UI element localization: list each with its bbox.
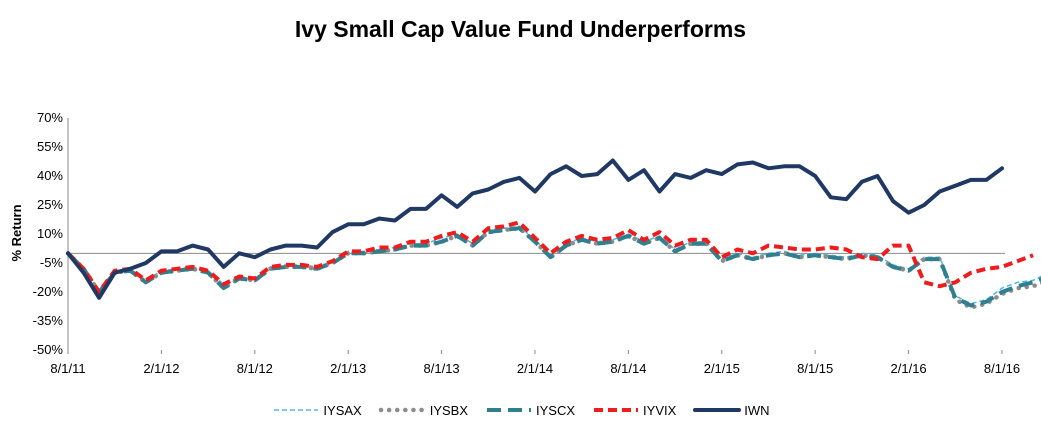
- series-line-iwn: [66, 158, 1004, 300]
- legend-item-iysax: IYSAX: [271, 402, 362, 418]
- y-axis-tick-labels: 70% 55% 40% 25% 10% -5% -20% -35% -50%: [33, 110, 64, 357]
- x-tick-label: 2/1/13: [330, 361, 366, 376]
- legend-label: IYSCX: [536, 402, 576, 418]
- x-tick-label: 8/1/12: [237, 361, 273, 376]
- chart-axes: [67, 118, 1005, 354]
- y-tick-label: -50%: [33, 342, 64, 357]
- x-tick-label: 2/1/12: [143, 361, 179, 376]
- y-axis-title: % Return: [9, 204, 24, 261]
- y-tick-label: 10%: [37, 226, 63, 241]
- legend-item-iysbx: IYSBX: [378, 403, 468, 418]
- series-line-iyscx: [66, 226, 1041, 308]
- legend-label: IWN: [744, 402, 770, 418]
- x-tick-label: 8/1/11: [50, 361, 85, 376]
- x-tick-label: 2/1/15: [704, 361, 740, 376]
- legend-label: IYVIX: [643, 402, 677, 418]
- x-tick-label: 8/1/16: [984, 361, 1020, 376]
- series-line-iyvix: [66, 220, 1034, 294]
- x-tick-label: 2/1/16: [891, 361, 927, 376]
- chart-legend: IYSAX IYSBX IYSCX IYVIX IWN: [0, 398, 1041, 422]
- x-axis-tick-labels: 8/1/11 2/1/12 8/1/12 2/1/13 8/1/13 2/1/14 8/1/…: [50, 361, 1020, 376]
- legend-label: IYSAX: [323, 402, 362, 418]
- legend-item-iyscx: IYSCX: [484, 403, 575, 418]
- legend-swatch: [378, 407, 427, 413]
- line-chart: 70% 55% 40% 25% 10% -5% -20% -35% -50% 8/1/11 2/1…: [9, 110, 1041, 376]
- x-tick-label: 8/1/14: [610, 361, 646, 376]
- x-tick-label: 8/1/13: [424, 361, 460, 376]
- legend-swatch: [693, 408, 742, 412]
- y-tick-label: 25%: [37, 197, 63, 212]
- y-tick-label: 70%: [37, 110, 63, 125]
- legend-item-iyvix: IYVIX: [591, 403, 676, 418]
- legend-swatch: [594, 408, 639, 412]
- legend-swatch: [487, 408, 532, 412]
- legend-label: IYSBX: [429, 402, 469, 418]
- y-tick-label: 55%: [37, 139, 63, 154]
- x-tick-label: 8/1/15: [797, 361, 833, 376]
- x-tick-label: 2/1/14: [517, 361, 553, 376]
- y-tick-label: -20%: [33, 284, 64, 299]
- chart-title: Ivy Small Cap Value Fund Underperforms: [294, 16, 747, 42]
- y-tick-label: 40%: [37, 168, 63, 183]
- series-lines: [65, 158, 1041, 310]
- y-tick-label: -35%: [33, 313, 64, 328]
- y-tick-label: -5%: [40, 255, 64, 270]
- legend-swatch: [274, 409, 319, 411]
- legend-item-iwn: IWN: [692, 402, 770, 418]
- series-line-iysax: [67, 225, 1041, 305]
